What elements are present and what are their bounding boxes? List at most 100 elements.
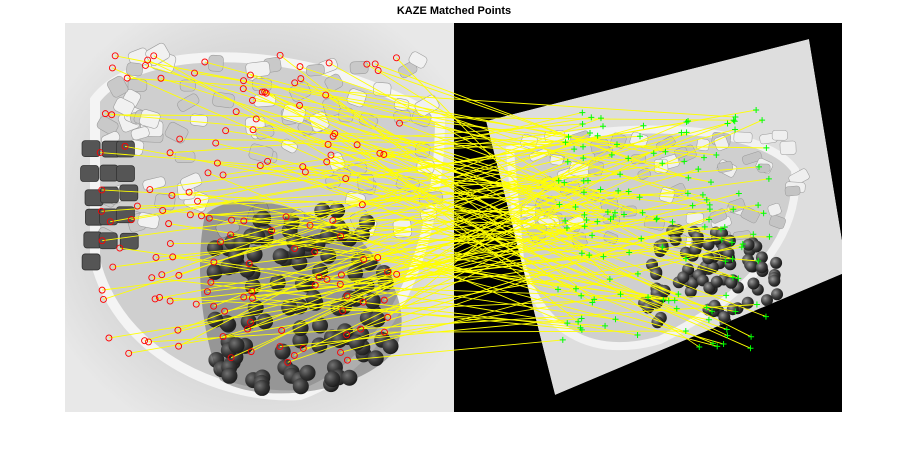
dark-round-candy: [253, 379, 270, 396]
image2-marker: [562, 139, 569, 146]
image2-marker: [653, 215, 660, 222]
match-line: [201, 166, 760, 217]
dark-round-candy: [289, 243, 306, 260]
image1-marker: [227, 354, 235, 362]
image1-marker: [291, 79, 299, 87]
warped-dark-round-candy: [745, 260, 758, 273]
image2-marker: [564, 158, 571, 165]
image1-marker: [168, 191, 176, 199]
image2-marker: [604, 208, 611, 215]
image1-marker: [276, 51, 284, 59]
dark-block-candies: [80, 140, 139, 271]
original-image-panel: [65, 23, 454, 412]
match-line: [190, 208, 710, 216]
match-line: [137, 192, 688, 207]
image1-marker: [116, 244, 124, 252]
warped-dark-round-candy: [677, 271, 690, 284]
image1-marker: [392, 54, 400, 62]
match-line: [210, 281, 649, 298]
image1-marker: [219, 171, 227, 179]
match-line: [204, 61, 764, 214]
dark-round-candy: [329, 202, 346, 219]
image2-marker: [722, 258, 729, 265]
image1-marker: [141, 337, 149, 345]
image1-marker: [282, 213, 290, 221]
image1-marker: [301, 168, 309, 176]
image1-marker: [109, 263, 117, 271]
warped-dark-round-candy: [768, 274, 781, 287]
match-line: [103, 135, 598, 300]
image1-marker: [213, 159, 221, 167]
image2-marker: [637, 133, 644, 140]
match-line: [222, 225, 585, 338]
match-line: [384, 330, 686, 333]
image1-marker: [337, 271, 345, 279]
image1-marker: [339, 307, 347, 315]
image2-marker: [703, 304, 710, 311]
dark-block-candy: [100, 186, 119, 204]
match-line: [325, 94, 604, 258]
image2-marker: [565, 133, 572, 140]
image2-marker: [706, 201, 713, 208]
image2-marker: [645, 294, 652, 301]
image1-marker: [185, 188, 193, 196]
dark-block-candy: [119, 232, 139, 250]
image1-marker: [384, 313, 392, 321]
image2-marker: [720, 341, 727, 348]
warped-dark-round-candy: [755, 251, 768, 264]
image2-marker: [588, 114, 595, 121]
image2-marker: [597, 115, 604, 122]
image2-marker: [701, 223, 708, 230]
image1-marker: [245, 260, 253, 267]
image2-marker: [600, 123, 607, 130]
image1-marker: [98, 207, 105, 215]
dark-block-candy: [116, 165, 135, 183]
image1-marker: [192, 300, 200, 308]
wrapped-candy: [96, 115, 119, 136]
image1-marker: [239, 85, 247, 93]
image2-marker: [659, 244, 666, 251]
image1-marker: [228, 216, 235, 224]
image2-marker: [563, 225, 570, 232]
dark-block-candy: [119, 184, 139, 202]
image2-marker: [650, 150, 657, 157]
image2-marker: [638, 235, 645, 242]
image1-marker: [156, 293, 163, 301]
warped-dark-round-candy: [771, 288, 784, 301]
image2-marker: [662, 148, 669, 155]
image1-marker: [261, 88, 269, 96]
image2-marker: [729, 274, 736, 281]
image2-marker: [591, 296, 598, 303]
dark-round-candy: [299, 364, 316, 381]
match-line: [340, 243, 743, 353]
wrapped-candy: [177, 93, 200, 112]
match-line: [299, 104, 733, 243]
image2-marker: [682, 255, 689, 262]
match-line: [225, 130, 640, 198]
image1-marker: [203, 288, 211, 296]
image2-marker: [555, 177, 562, 184]
warped-dark-round-candy: [716, 227, 729, 240]
match-line: [144, 227, 568, 342]
match-line: [356, 144, 579, 323]
image1-marker: [125, 349, 133, 357]
match-line: [249, 218, 611, 264]
image1-marker: [96, 149, 104, 157]
image1-marker: [291, 245, 299, 252]
match-line: [309, 224, 724, 345]
image2-marker: [723, 292, 730, 299]
image2-marker: [561, 179, 568, 186]
image1-marker: [322, 91, 330, 99]
image1-marker: [248, 288, 256, 295]
warped-dark-round-candy: [741, 296, 754, 309]
image2-marker: [621, 211, 628, 218]
match-line: [160, 77, 733, 260]
image1-marker: [311, 248, 319, 256]
image2-marker: [572, 285, 579, 292]
image1-marker: [247, 318, 254, 326]
image2-marker: [597, 186, 604, 193]
match-line: [171, 148, 575, 196]
dark-block-candy: [80, 165, 99, 182]
image1-marker: [157, 74, 165, 82]
dark-round-candy: [324, 371, 341, 388]
